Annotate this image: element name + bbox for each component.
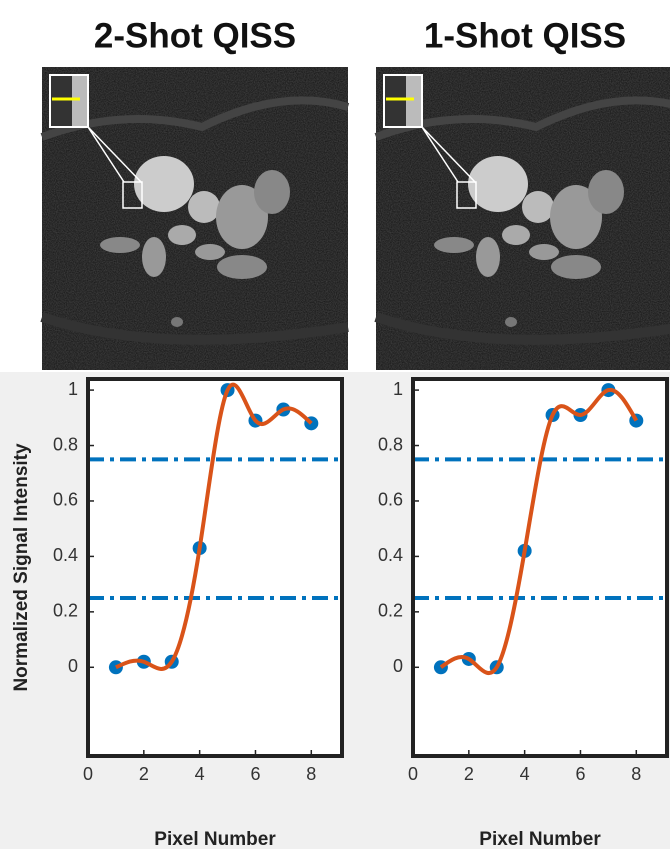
plot-frame [411,377,669,758]
y-tick-label: 0 [68,656,78,676]
x-tick-label: 6 [575,764,585,784]
y-tick-label: 0.6 [53,490,78,510]
fit-curve [439,387,639,675]
chart-title: 1-Shot QISS [424,16,626,55]
x-tick-label: 0 [408,764,418,784]
y-tick-label: 0.2 [378,601,403,621]
x-tick-label: 0 [83,764,93,784]
x-axis-label: Pixel Number [154,829,276,849]
x-tick-label: 2 [464,764,474,784]
y-tick-label: 0.8 [378,434,403,454]
y-tick-label: 0.4 [53,545,78,565]
x-axis-label: Pixel Number [479,829,601,849]
plot-area [413,379,667,756]
y-tick-label: 0.2 [53,601,78,621]
y-tick-label: 0.8 [53,434,78,454]
x-tick-label: 8 [306,764,316,784]
x-tick-label: 8 [631,764,641,784]
mri-image [42,67,348,370]
x-tick-label: 6 [250,764,260,784]
y-tick-label: 1 [68,379,78,399]
x-tick-label: 2 [139,764,149,784]
y-tick-label: 0.4 [378,545,403,565]
y-tick-label: 1 [393,379,403,399]
x-tick-label: 4 [520,764,530,784]
x-tick-label: 4 [195,764,205,784]
mri-image [376,67,670,370]
y-axis-label: Normalized Signal Intensity [11,443,32,692]
chart-title: 2-Shot QISS [94,16,296,55]
fit-curve [115,382,313,671]
y-tick-label: 0.6 [378,490,403,510]
y-tick-label: 0 [393,656,403,676]
plot-frame [86,377,344,758]
